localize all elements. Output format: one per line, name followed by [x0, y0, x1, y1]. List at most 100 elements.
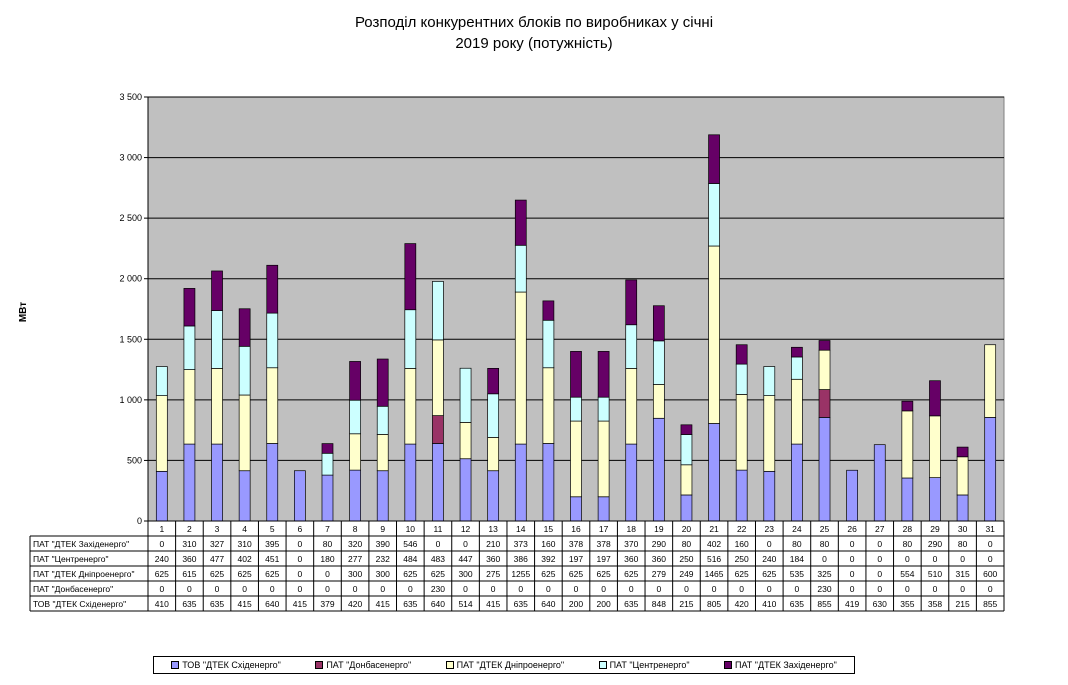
bar-segment: [432, 281, 444, 341]
y-tick-label: 500: [127, 455, 142, 465]
data-label: 1255: [511, 569, 530, 579]
bar-segment: [514, 244, 527, 293]
data-label: 0: [850, 554, 855, 564]
data-label: 80: [682, 539, 692, 549]
bar-segment: [846, 469, 858, 522]
data-label: 0: [298, 584, 303, 594]
data-label: 0: [905, 554, 910, 564]
bar-segment: [514, 291, 527, 445]
bar-segment: [404, 443, 417, 522]
data-label: 210: [486, 539, 500, 549]
data-label: 215: [679, 599, 693, 609]
data-label: 402: [238, 554, 252, 564]
data-label: 0: [187, 584, 192, 594]
bar-segment: [211, 443, 223, 522]
data-label: 180: [320, 554, 334, 564]
x-tick-label: 16: [571, 524, 581, 534]
bar-segment: [818, 340, 831, 351]
bar-segment: [321, 452, 334, 476]
data-label: 516: [707, 554, 721, 564]
data-label: 625: [210, 569, 224, 579]
data-label: 0: [795, 584, 800, 594]
legend-label: ПАТ "ДТЕК Дніпроенерго": [456, 660, 565, 670]
legend-label: ПАТ "Донбасенерго": [326, 660, 412, 670]
bar-segment: [570, 351, 582, 398]
bar-segment: [487, 470, 500, 522]
data-label: 0: [601, 584, 606, 594]
data-label: 310: [238, 539, 252, 549]
data-label: 320: [348, 539, 362, 549]
bar-segment: [735, 344, 748, 365]
data-label: 0: [767, 539, 772, 549]
data-label: 625: [569, 569, 583, 579]
bar-segment: [763, 395, 776, 472]
y-tick-label: 1 500: [119, 334, 142, 344]
bar-segment: [155, 366, 168, 396]
bar-segment: [956, 446, 969, 458]
data-label: 415: [486, 599, 500, 609]
bar-segment: [625, 368, 638, 445]
bar-segment: [652, 417, 665, 522]
data-label: 0: [242, 584, 247, 594]
x-tick-label: 9: [380, 524, 385, 534]
legend-item: ПАТ "ДТЕК Західенерго": [724, 660, 837, 670]
data-label: 805: [707, 599, 721, 609]
bar-segment: [542, 300, 555, 321]
bar-segment: [652, 384, 665, 419]
table-row-label: ТОВ "ДТЕК Східенерго": [33, 599, 126, 609]
bar-segment: [542, 367, 555, 444]
data-label: 0: [712, 584, 717, 594]
data-label: 200: [569, 599, 583, 609]
data-label: 240: [155, 554, 169, 564]
bar-segment: [680, 494, 693, 522]
data-label: 635: [210, 599, 224, 609]
data-label: 358: [928, 599, 942, 609]
x-tick-label: 11: [434, 524, 443, 534]
bar-segment: [211, 368, 223, 445]
bar-segment: [155, 395, 168, 472]
data-label: 447: [458, 554, 472, 564]
bar-segment: [956, 456, 969, 496]
y-tick-label: 0: [137, 516, 142, 526]
legend-item: ПАТ "ДТЕК Дніпроенерго": [445, 660, 565, 670]
bar-segment: [432, 339, 444, 416]
data-label: 200: [597, 599, 611, 609]
bar-segment: [929, 415, 941, 478]
data-label: 392: [541, 554, 555, 564]
data-label: 625: [403, 569, 417, 579]
data-label: 277: [348, 554, 362, 564]
data-label: 484: [403, 554, 417, 564]
bar-segment: [625, 279, 638, 326]
x-tick-label: 21: [709, 524, 719, 534]
bar-segment: [349, 361, 361, 401]
bar-segment: [487, 368, 500, 395]
bar-segment: [183, 443, 196, 522]
data-label: 855: [983, 599, 997, 609]
bar-segment: [570, 496, 582, 522]
bar-segment: [984, 344, 997, 418]
data-label: 0: [436, 539, 441, 549]
bar-segment: [570, 396, 582, 422]
data-label: 1465: [705, 569, 724, 579]
x-tick-label: 29: [930, 524, 940, 534]
bar-segment: [238, 394, 251, 472]
data-label: 0: [822, 554, 827, 564]
data-label: 625: [238, 569, 252, 579]
data-label: 0: [380, 584, 385, 594]
data-label: 395: [265, 539, 279, 549]
x-tick-label: 12: [461, 524, 471, 534]
chart-title-line2: 2019 року (потужність): [455, 35, 613, 52]
data-label: 451: [265, 554, 279, 564]
data-label: 0: [325, 584, 330, 594]
data-label: 0: [767, 584, 772, 594]
data-label: 355: [900, 599, 914, 609]
bar-segment: [708, 183, 720, 247]
data-label: 615: [182, 569, 196, 579]
bar-segment: [929, 477, 941, 522]
data-label: 640: [431, 599, 445, 609]
bar-segment: [763, 366, 776, 396]
data-label: 232: [376, 554, 390, 564]
bar-segment: [735, 469, 748, 522]
data-label: 635: [790, 599, 804, 609]
data-label: 310: [182, 539, 196, 549]
